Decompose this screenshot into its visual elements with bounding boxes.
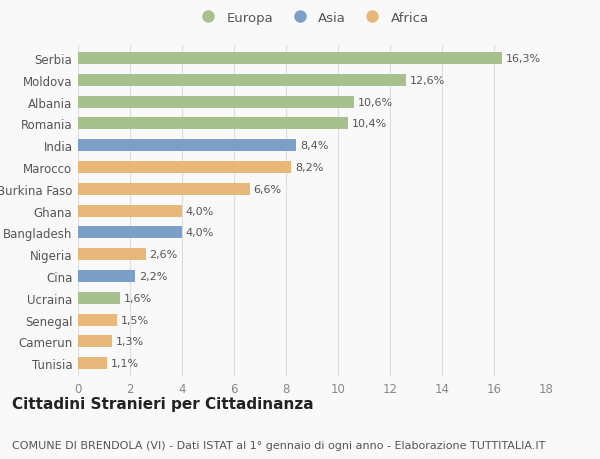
- Bar: [78, 162, 291, 174]
- Text: 12,6%: 12,6%: [409, 76, 445, 86]
- Text: COMUNE DI BRENDOLA (VI) - Dati ISTAT al 1° gennaio di ogni anno - Elaborazione T: COMUNE DI BRENDOLA (VI) - Dati ISTAT al …: [12, 440, 545, 450]
- Text: 2,2%: 2,2%: [139, 271, 167, 281]
- Bar: [78, 53, 502, 65]
- Bar: [78, 314, 117, 326]
- Bar: [78, 270, 135, 282]
- Legend: Europa, Asia, Africa: Europa, Asia, Africa: [190, 6, 434, 30]
- Text: 8,2%: 8,2%: [295, 162, 323, 173]
- Bar: [78, 184, 250, 196]
- Bar: [78, 140, 296, 152]
- Bar: [78, 205, 182, 217]
- Text: 1,3%: 1,3%: [116, 336, 144, 347]
- Text: 4,0%: 4,0%: [186, 206, 214, 216]
- Bar: [78, 227, 182, 239]
- Text: 1,6%: 1,6%: [124, 293, 152, 303]
- Bar: [78, 358, 107, 369]
- Text: 2,6%: 2,6%: [149, 250, 178, 260]
- Text: 6,6%: 6,6%: [254, 185, 281, 195]
- Bar: [78, 96, 353, 108]
- Bar: [78, 118, 349, 130]
- Text: 10,4%: 10,4%: [352, 119, 388, 129]
- Text: 16,3%: 16,3%: [506, 54, 541, 64]
- Text: 8,4%: 8,4%: [301, 141, 329, 151]
- Bar: [78, 292, 119, 304]
- Text: 1,1%: 1,1%: [110, 358, 139, 368]
- Bar: [78, 249, 146, 261]
- Bar: [78, 336, 112, 347]
- Bar: [78, 75, 406, 87]
- Text: 1,5%: 1,5%: [121, 315, 149, 325]
- Text: Cittadini Stranieri per Cittadinanza: Cittadini Stranieri per Cittadinanza: [12, 396, 314, 411]
- Text: 10,6%: 10,6%: [358, 97, 392, 107]
- Text: 4,0%: 4,0%: [186, 228, 214, 238]
